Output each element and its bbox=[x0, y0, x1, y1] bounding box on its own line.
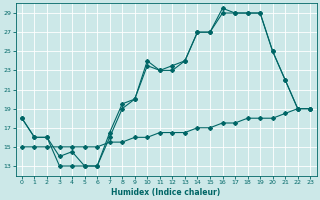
X-axis label: Humidex (Indice chaleur): Humidex (Indice chaleur) bbox=[111, 188, 221, 197]
